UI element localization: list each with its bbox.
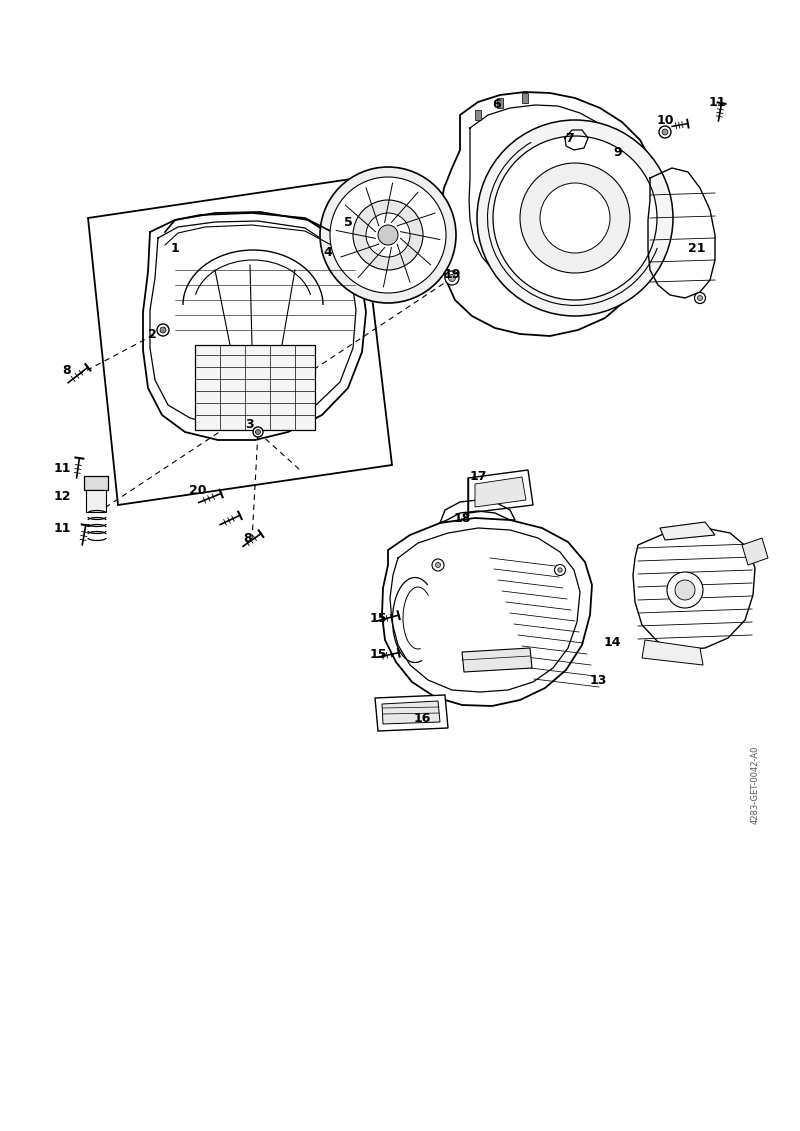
Circle shape <box>320 167 456 303</box>
Text: 1: 1 <box>170 242 179 254</box>
Circle shape <box>366 213 410 257</box>
Circle shape <box>432 559 444 571</box>
Circle shape <box>435 562 441 568</box>
Circle shape <box>659 126 671 138</box>
Circle shape <box>540 183 610 253</box>
Text: 11: 11 <box>708 96 726 110</box>
Text: 5: 5 <box>344 216 352 228</box>
Polygon shape <box>195 345 315 430</box>
Polygon shape <box>375 696 448 731</box>
Text: 21: 21 <box>688 242 706 254</box>
Text: 8: 8 <box>62 363 71 377</box>
Circle shape <box>353 200 423 270</box>
Polygon shape <box>468 470 533 513</box>
Text: 18: 18 <box>454 511 470 525</box>
Circle shape <box>662 129 668 135</box>
Text: 11: 11 <box>54 461 70 475</box>
Polygon shape <box>84 476 108 490</box>
Text: 4283-GET-0042-A0: 4283-GET-0042-A0 <box>750 745 759 824</box>
Polygon shape <box>475 110 481 120</box>
Text: 9: 9 <box>614 146 622 158</box>
Circle shape <box>493 136 657 300</box>
Polygon shape <box>475 477 526 507</box>
Polygon shape <box>382 518 592 706</box>
Text: 13: 13 <box>590 673 606 687</box>
Circle shape <box>255 430 261 434</box>
Text: 19: 19 <box>443 268 461 282</box>
Circle shape <box>445 271 459 285</box>
Text: 2: 2 <box>148 328 156 342</box>
Polygon shape <box>462 648 532 672</box>
Text: 17: 17 <box>470 470 486 483</box>
Circle shape <box>675 580 695 601</box>
Circle shape <box>520 163 630 273</box>
Polygon shape <box>86 490 106 512</box>
Text: 8: 8 <box>244 532 252 544</box>
Polygon shape <box>633 528 755 650</box>
Polygon shape <box>88 178 392 506</box>
Text: 11: 11 <box>54 521 70 535</box>
Circle shape <box>449 275 455 282</box>
Text: 15: 15 <box>370 648 386 662</box>
Circle shape <box>253 428 263 437</box>
Text: 14: 14 <box>603 636 621 648</box>
Polygon shape <box>660 523 715 539</box>
Circle shape <box>330 176 446 293</box>
Text: 10: 10 <box>656 113 674 127</box>
Circle shape <box>698 295 702 301</box>
Text: 3: 3 <box>246 418 254 432</box>
Text: 6: 6 <box>493 98 502 112</box>
Text: 4: 4 <box>324 245 332 259</box>
Polygon shape <box>742 538 768 566</box>
Circle shape <box>157 323 169 336</box>
Polygon shape <box>497 98 503 107</box>
Polygon shape <box>440 92 660 336</box>
Text: 20: 20 <box>190 483 206 497</box>
Circle shape <box>160 327 166 333</box>
Circle shape <box>558 568 562 572</box>
Text: 7: 7 <box>566 131 574 145</box>
Circle shape <box>378 225 398 245</box>
Circle shape <box>477 120 673 316</box>
Polygon shape <box>382 701 440 724</box>
Polygon shape <box>522 93 528 103</box>
Text: 15: 15 <box>370 612 386 624</box>
Text: 12: 12 <box>54 491 70 503</box>
Circle shape <box>554 564 566 576</box>
Circle shape <box>667 572 703 608</box>
Text: 16: 16 <box>414 711 430 725</box>
Circle shape <box>694 293 706 303</box>
Polygon shape <box>642 640 703 665</box>
